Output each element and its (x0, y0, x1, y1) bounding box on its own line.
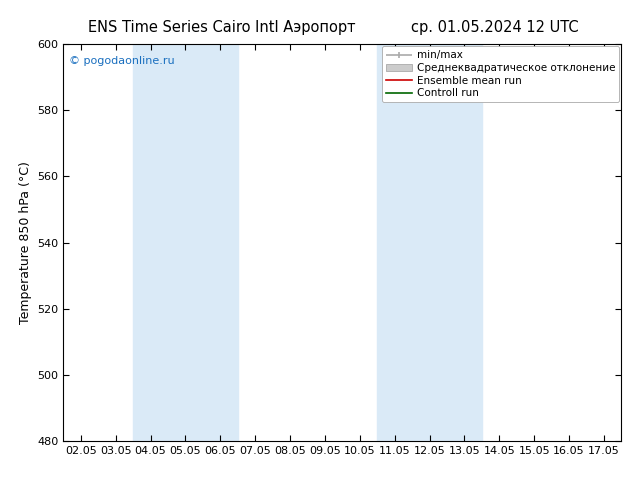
Text: © pogodaonline.ru: © pogodaonline.ru (69, 56, 174, 66)
Text: ср. 01.05.2024 12 UTC: ср. 01.05.2024 12 UTC (411, 20, 578, 35)
Bar (133, 44, 238, 441)
Text: ENS Time Series Cairo Intl Аэропорт: ENS Time Series Cairo Intl Аэропорт (88, 20, 356, 35)
Y-axis label: Temperature 850 hPa (°C): Temperature 850 hPa (°C) (19, 161, 32, 324)
Bar (377, 44, 482, 441)
Legend: min/max, Среднеквадратическое отклонение, Ensemble mean run, Controll run: min/max, Среднеквадратическое отклонение… (382, 46, 619, 102)
